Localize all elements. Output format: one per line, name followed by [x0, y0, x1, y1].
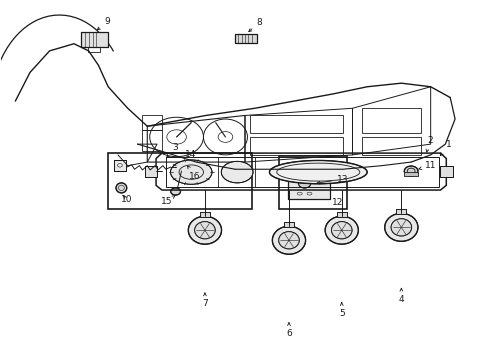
- Bar: [143, 130, 162, 151]
- Bar: [441, 166, 453, 177]
- Ellipse shape: [279, 231, 299, 249]
- Text: 7: 7: [202, 293, 208, 308]
- Text: 1: 1: [441, 140, 452, 156]
- Bar: [235, 34, 257, 43]
- Bar: [81, 32, 108, 47]
- Bar: [362, 108, 421, 134]
- Text: 12: 12: [332, 198, 343, 207]
- Ellipse shape: [171, 160, 212, 184]
- Bar: [396, 210, 406, 215]
- Ellipse shape: [298, 179, 311, 188]
- Bar: [250, 137, 343, 155]
- Bar: [396, 210, 406, 215]
- Text: 10: 10: [121, 195, 132, 204]
- Bar: [145, 166, 157, 177]
- Ellipse shape: [272, 226, 306, 254]
- Ellipse shape: [391, 219, 412, 236]
- Ellipse shape: [270, 161, 367, 184]
- Ellipse shape: [331, 222, 352, 239]
- Text: 13: 13: [317, 175, 348, 184]
- Bar: [404, 172, 418, 176]
- Bar: [166, 157, 440, 187]
- Bar: [279, 156, 346, 209]
- Text: 3: 3: [167, 143, 178, 157]
- Text: 8: 8: [249, 18, 263, 32]
- Bar: [145, 166, 157, 177]
- Bar: [288, 175, 330, 199]
- Ellipse shape: [195, 222, 215, 239]
- Text: 15: 15: [161, 195, 175, 206]
- Bar: [441, 166, 453, 177]
- Text: 6: 6: [286, 323, 292, 338]
- Ellipse shape: [325, 216, 358, 244]
- Bar: [114, 159, 126, 171]
- Bar: [200, 212, 210, 217]
- Ellipse shape: [404, 166, 418, 176]
- Ellipse shape: [174, 163, 188, 171]
- Bar: [337, 212, 346, 217]
- Text: 9: 9: [98, 17, 110, 30]
- Bar: [81, 32, 108, 47]
- Ellipse shape: [221, 161, 253, 183]
- Bar: [284, 222, 294, 227]
- Ellipse shape: [188, 216, 221, 244]
- Bar: [288, 175, 330, 199]
- Ellipse shape: [385, 213, 418, 241]
- Text: 2: 2: [426, 136, 433, 152]
- Text: 16: 16: [188, 166, 201, 181]
- Bar: [88, 46, 100, 51]
- Ellipse shape: [116, 183, 127, 193]
- Bar: [250, 116, 343, 134]
- Bar: [284, 222, 294, 227]
- Bar: [200, 212, 210, 217]
- Bar: [114, 159, 126, 171]
- Bar: [108, 153, 252, 209]
- Bar: [337, 212, 346, 217]
- Bar: [143, 116, 162, 130]
- Text: 11: 11: [419, 161, 437, 170]
- Text: 5: 5: [339, 303, 344, 318]
- Text: 4: 4: [398, 288, 404, 303]
- Bar: [362, 137, 421, 155]
- Text: 14: 14: [185, 150, 196, 159]
- Bar: [235, 34, 257, 43]
- Ellipse shape: [171, 188, 180, 195]
